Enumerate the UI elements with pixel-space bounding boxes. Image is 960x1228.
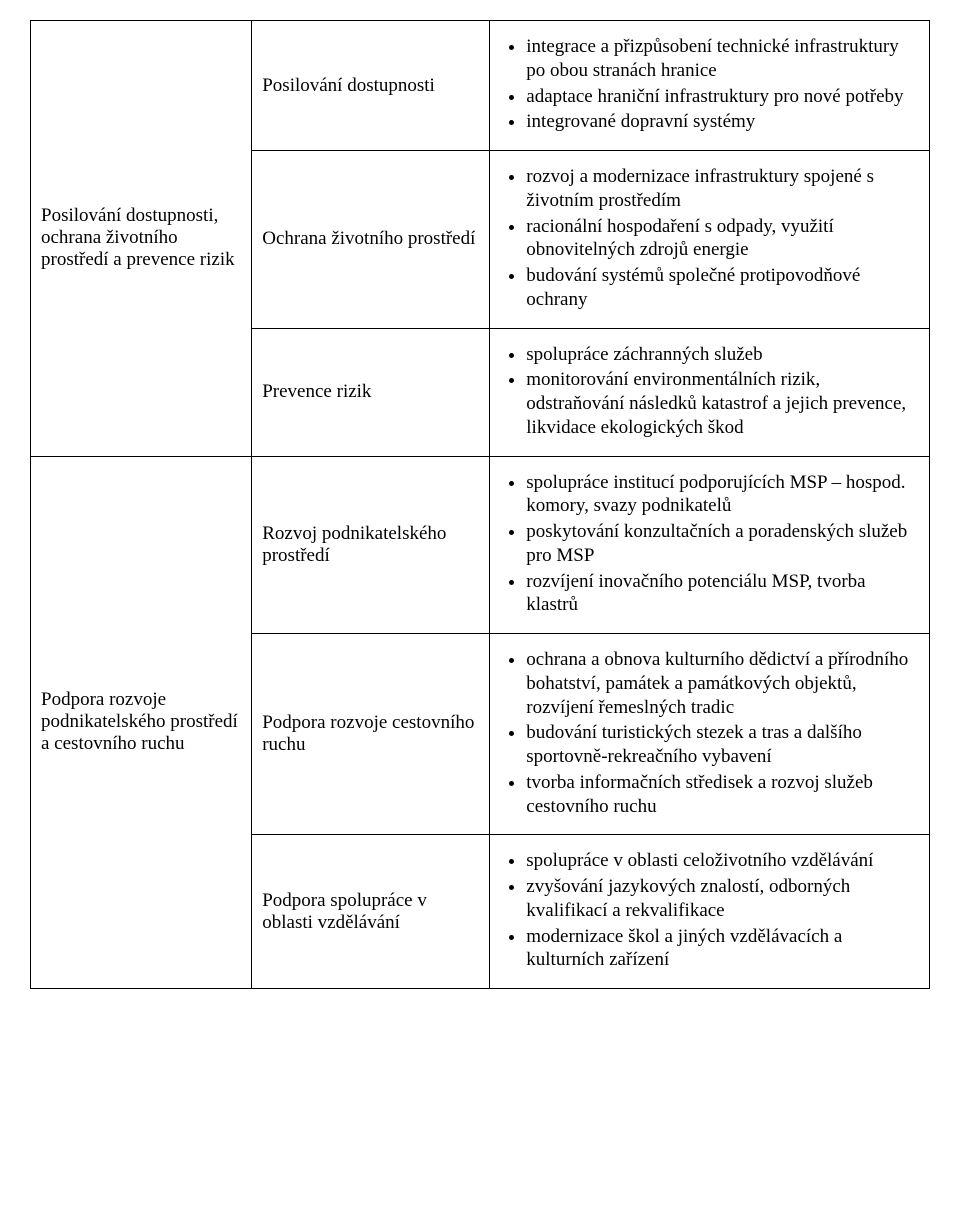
items-list: spolupráce institucí podporujících MSP –… xyxy=(500,471,919,618)
list-item: poskytování konzultačních a poradenských… xyxy=(526,520,919,568)
list-item: racionální hospodaření s odpady, využití… xyxy=(526,215,919,263)
list-item: rozvoj a modernizace infrastruktury spoj… xyxy=(526,165,919,213)
list-item: modernizace škol a jiných vzdělávacích a… xyxy=(526,925,919,973)
list-item: tvorba informačních středisek a rozvoj s… xyxy=(526,771,919,819)
area-cell: Ochrana životního prostředí xyxy=(252,151,490,329)
items-cell: ochrana a obnova kulturního dědictví a p… xyxy=(490,634,930,835)
area-cell: Rozvoj podnikatelského prostředí xyxy=(252,456,490,634)
items-cell: rozvoj a modernizace infrastruktury spoj… xyxy=(490,151,930,329)
list-item: zvyšování jazykových znalostí, odborných… xyxy=(526,875,919,923)
group-cell: Podpora rozvoje podnikatelského prostřed… xyxy=(31,456,252,989)
list-item: budování systémů společné protipovodňové… xyxy=(526,264,919,312)
list-item: budování turistických stezek a tras a da… xyxy=(526,721,919,769)
group-cell: Posilování dostupnosti, ochrana životníh… xyxy=(31,21,252,457)
area-cell: Prevence rizik xyxy=(252,328,490,456)
area-cell: Podpora rozvoje cestovního ruchu xyxy=(252,634,490,835)
list-item: spolupráce v oblasti celoživotního vzděl… xyxy=(526,849,919,873)
list-item: monitorování environmentálních rizik, od… xyxy=(526,368,919,439)
items-list: integrace a přizpůsobení technické infra… xyxy=(500,35,919,134)
list-item: integrované dopravní systémy xyxy=(526,110,919,134)
items-list: spolupráce v oblasti celoživotního vzděl… xyxy=(500,849,919,972)
items-list: ochrana a obnova kulturního dědictví a p… xyxy=(500,648,919,818)
list-item: integrace a přizpůsobení technické infra… xyxy=(526,35,919,83)
items-list: rozvoj a modernizace infrastruktury spoj… xyxy=(500,165,919,312)
items-cell: spolupráce v oblasti celoživotního vzděl… xyxy=(490,835,930,989)
activities-table: Posilování dostupnosti, ochrana životníh… xyxy=(30,20,930,989)
table-row: Podpora rozvoje podnikatelského prostřed… xyxy=(31,456,930,634)
list-item: spolupráce záchranných služeb xyxy=(526,343,919,367)
items-cell: spolupráce záchranných služebmonitorován… xyxy=(490,328,930,456)
list-item: ochrana a obnova kulturního dědictví a p… xyxy=(526,648,919,719)
items-list: spolupráce záchranných služebmonitorován… xyxy=(500,343,919,440)
area-cell: Podpora spolupráce v oblasti vzdělávání xyxy=(252,835,490,989)
items-cell: integrace a přizpůsobení technické infra… xyxy=(490,21,930,151)
table-row: Posilování dostupnosti, ochrana životníh… xyxy=(31,21,930,151)
items-cell: spolupráce institucí podporujících MSP –… xyxy=(490,456,930,634)
area-cell: Posilování dostupnosti xyxy=(252,21,490,151)
list-item: rozvíjení inovačního potenciálu MSP, tvo… xyxy=(526,570,919,618)
list-item: spolupráce institucí podporujících MSP –… xyxy=(526,471,919,519)
list-item: adaptace hraniční infrastruktury pro nov… xyxy=(526,85,919,109)
